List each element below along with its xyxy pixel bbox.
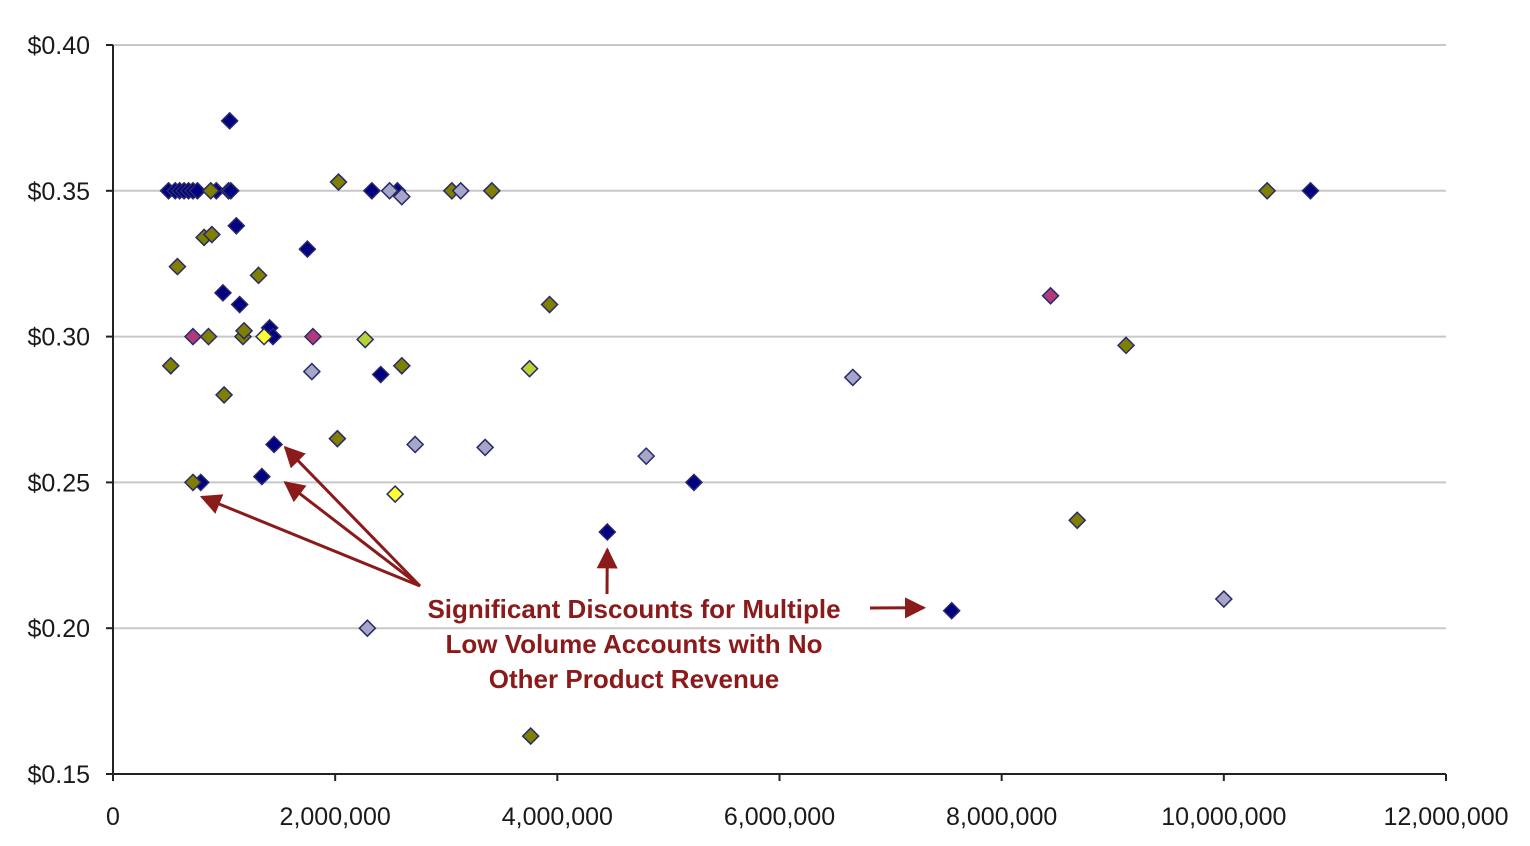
data-point [392,187,411,206]
data-point [215,385,234,404]
data-point [199,327,218,346]
data-point [328,429,347,448]
data-point [235,321,254,340]
data-point [1301,181,1320,200]
data-point [220,111,239,130]
data-point [362,181,381,200]
data-point [637,447,656,466]
data-point [1214,589,1233,609]
data-point [380,181,399,200]
data-point [521,727,540,746]
x-tick-label: 6,000,000 [724,803,835,831]
data-point [1041,286,1060,305]
data-point [684,473,704,492]
data-point [942,601,961,620]
gridlines [113,44,1446,630]
data-point [520,359,539,378]
x-tick-label: 2,000,000 [280,803,391,831]
data-point [451,181,470,200]
y-tick-label: $0.15 [27,761,90,789]
x-tick-label: 0 [106,803,120,831]
annotation-arrow [199,494,421,588]
y-tick-label: $0.40 [27,32,90,60]
y-tick-label: $0.20 [27,615,90,643]
annotation-text-line: Low Volume Accounts with No [446,629,823,659]
y-tick-label: $0.25 [27,469,90,497]
data-point [255,327,274,346]
data-point [1117,336,1136,355]
data-point [356,330,375,349]
annotation-text-line: Other Product Revenue [489,664,779,694]
x-tick-label: 12,000,000 [1383,803,1508,831]
data-point [230,295,249,314]
data-point [202,225,221,244]
data-point [252,467,271,486]
data-point [188,181,207,200]
data-point [221,181,240,200]
y-tick-label: $0.35 [27,178,90,206]
data-point [358,619,377,638]
data-point [249,266,268,285]
data-point [392,356,411,375]
data-point [1258,181,1277,200]
data-point [303,327,323,346]
data-point [265,435,284,454]
data-point [168,257,187,276]
data-point [386,485,405,504]
data-points [159,111,1320,746]
annotation-arrow [283,481,421,588]
y-tick-label: $0.30 [27,324,90,352]
data-point [183,473,203,492]
data-point [1068,511,1087,530]
data-point [540,295,559,314]
data-point [298,240,317,259]
annotation-text-line: Significant Discounts for Multiple [427,594,840,624]
data-point [371,365,390,384]
annotation-arrow [283,445,422,588]
data-point [476,438,495,457]
data-point [213,283,233,302]
data-point [227,216,246,235]
annotation: Significant Discounts for Multiple Low Vo… [199,445,927,694]
data-point [161,356,180,375]
axes [106,44,1447,781]
data-point [302,362,321,381]
data-point [183,327,203,346]
data-point [482,181,501,200]
x-tick-label: 10,000,000 [1161,803,1286,831]
data-point [329,172,348,192]
data-point [201,181,220,200]
data-point [598,522,617,542]
x-tick-label: 8,000,000 [946,803,1057,831]
tick-labels: $0.15 $0.20 $0.25 $0.30 $0.35 $0.40 0 2,000,000… [27,32,1508,831]
x-tick-label: 4,000,000 [502,803,613,831]
data-point [406,435,425,454]
data-point [843,368,862,387]
